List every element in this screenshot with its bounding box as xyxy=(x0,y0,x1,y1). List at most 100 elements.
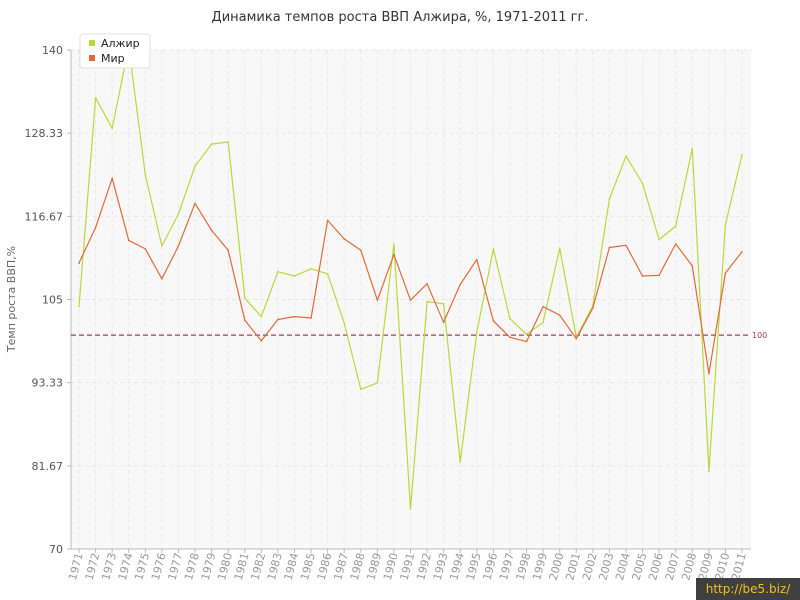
data-point xyxy=(558,247,561,249)
data-point xyxy=(127,239,130,242)
y-axis-label: Темп роста ВВП,% xyxy=(5,246,18,353)
data-point xyxy=(608,198,611,200)
data-point xyxy=(708,372,710,375)
data-point xyxy=(525,340,528,343)
data-point xyxy=(277,270,279,273)
data-point xyxy=(459,283,462,286)
data-point xyxy=(658,238,660,241)
chart-title: Динамика темпов роста ВВП Алжира, %, 197… xyxy=(211,10,589,25)
data-point xyxy=(161,278,163,280)
data-point xyxy=(608,246,611,249)
legend-label-world: Мир xyxy=(101,52,125,65)
data-point xyxy=(293,275,296,277)
legend-box xyxy=(79,33,151,69)
data-point xyxy=(260,315,263,318)
data-point xyxy=(691,265,694,267)
data-point xyxy=(625,244,627,247)
data-point xyxy=(359,388,362,391)
y-tick-labels: 140 128.33 116.67 105 93.33 81.67 70 xyxy=(25,44,64,556)
y-tick-label: 81.67 xyxy=(32,460,64,473)
data-point xyxy=(293,315,296,318)
data-point xyxy=(426,283,428,285)
data-point xyxy=(558,314,561,316)
data-point xyxy=(111,127,113,130)
data-point xyxy=(260,340,263,342)
y-tick-label: 128.33 xyxy=(25,127,64,140)
data-point xyxy=(409,299,412,302)
data-point xyxy=(326,219,329,222)
data-point xyxy=(409,508,412,510)
data-point xyxy=(741,153,743,156)
data-point xyxy=(376,299,379,302)
data-point xyxy=(227,249,229,252)
data-point xyxy=(177,245,180,247)
data-point xyxy=(542,305,544,308)
data-point xyxy=(476,331,478,334)
y-tick-label: 70 xyxy=(49,543,63,556)
reference-line-group: 100 xyxy=(71,331,767,340)
data-point xyxy=(708,470,710,473)
data-point xyxy=(194,165,196,167)
data-point xyxy=(509,336,511,339)
legend-swatch-algeria xyxy=(89,40,95,46)
y-tick-label: 140 xyxy=(42,44,63,57)
data-point xyxy=(94,96,97,99)
data-point xyxy=(625,155,627,158)
legend-swatch-world xyxy=(89,55,95,61)
data-point xyxy=(691,147,694,150)
data-point xyxy=(592,307,594,309)
data-point xyxy=(144,173,147,176)
data-point xyxy=(78,305,80,308)
data-point xyxy=(724,223,727,226)
data-point xyxy=(144,248,147,250)
data-point xyxy=(575,337,578,340)
data-point xyxy=(161,245,163,247)
data-point xyxy=(442,321,445,324)
data-point xyxy=(741,250,743,253)
data-point xyxy=(674,243,677,245)
data-point xyxy=(724,272,727,274)
data-point xyxy=(492,248,495,250)
data-point xyxy=(243,319,246,321)
x-tick-labels: 1971197219731974197519761977197819791980… xyxy=(66,551,749,581)
data-point xyxy=(310,268,312,270)
data-point xyxy=(210,143,213,145)
data-point xyxy=(111,177,113,180)
data-point xyxy=(525,333,528,336)
y-tick-label: 105 xyxy=(42,294,63,307)
reference-line-label: 100 xyxy=(752,331,767,340)
data-point xyxy=(492,320,495,322)
watermark: http://be5.biz/ xyxy=(696,578,800,600)
data-point xyxy=(210,229,213,232)
data-point xyxy=(177,213,180,215)
data-point xyxy=(509,317,511,320)
data-point xyxy=(459,461,462,463)
axes xyxy=(70,50,751,550)
data-point xyxy=(542,321,544,324)
data-point xyxy=(78,262,80,264)
legend: Алжир Мир xyxy=(79,33,151,69)
data-point xyxy=(94,226,97,229)
data-point xyxy=(641,182,644,185)
data-point xyxy=(674,225,677,227)
data-point xyxy=(326,273,329,275)
data-point xyxy=(658,274,660,277)
y-tick-label: 93.33 xyxy=(32,377,64,390)
data-point xyxy=(277,318,279,321)
data-point xyxy=(393,253,395,256)
data-point xyxy=(376,382,379,384)
data-point xyxy=(243,297,246,299)
data-point xyxy=(442,302,445,305)
data-point xyxy=(359,249,362,252)
data-point xyxy=(227,141,229,143)
data-point xyxy=(310,317,312,319)
legend-label-algeria: Алжир xyxy=(101,37,140,50)
data-point xyxy=(476,258,478,261)
data-point xyxy=(426,300,428,303)
data-point xyxy=(194,202,196,205)
data-point xyxy=(393,243,395,245)
y-tick-label: 116.67 xyxy=(25,210,64,223)
data-point xyxy=(343,238,346,240)
data-point xyxy=(641,275,644,277)
